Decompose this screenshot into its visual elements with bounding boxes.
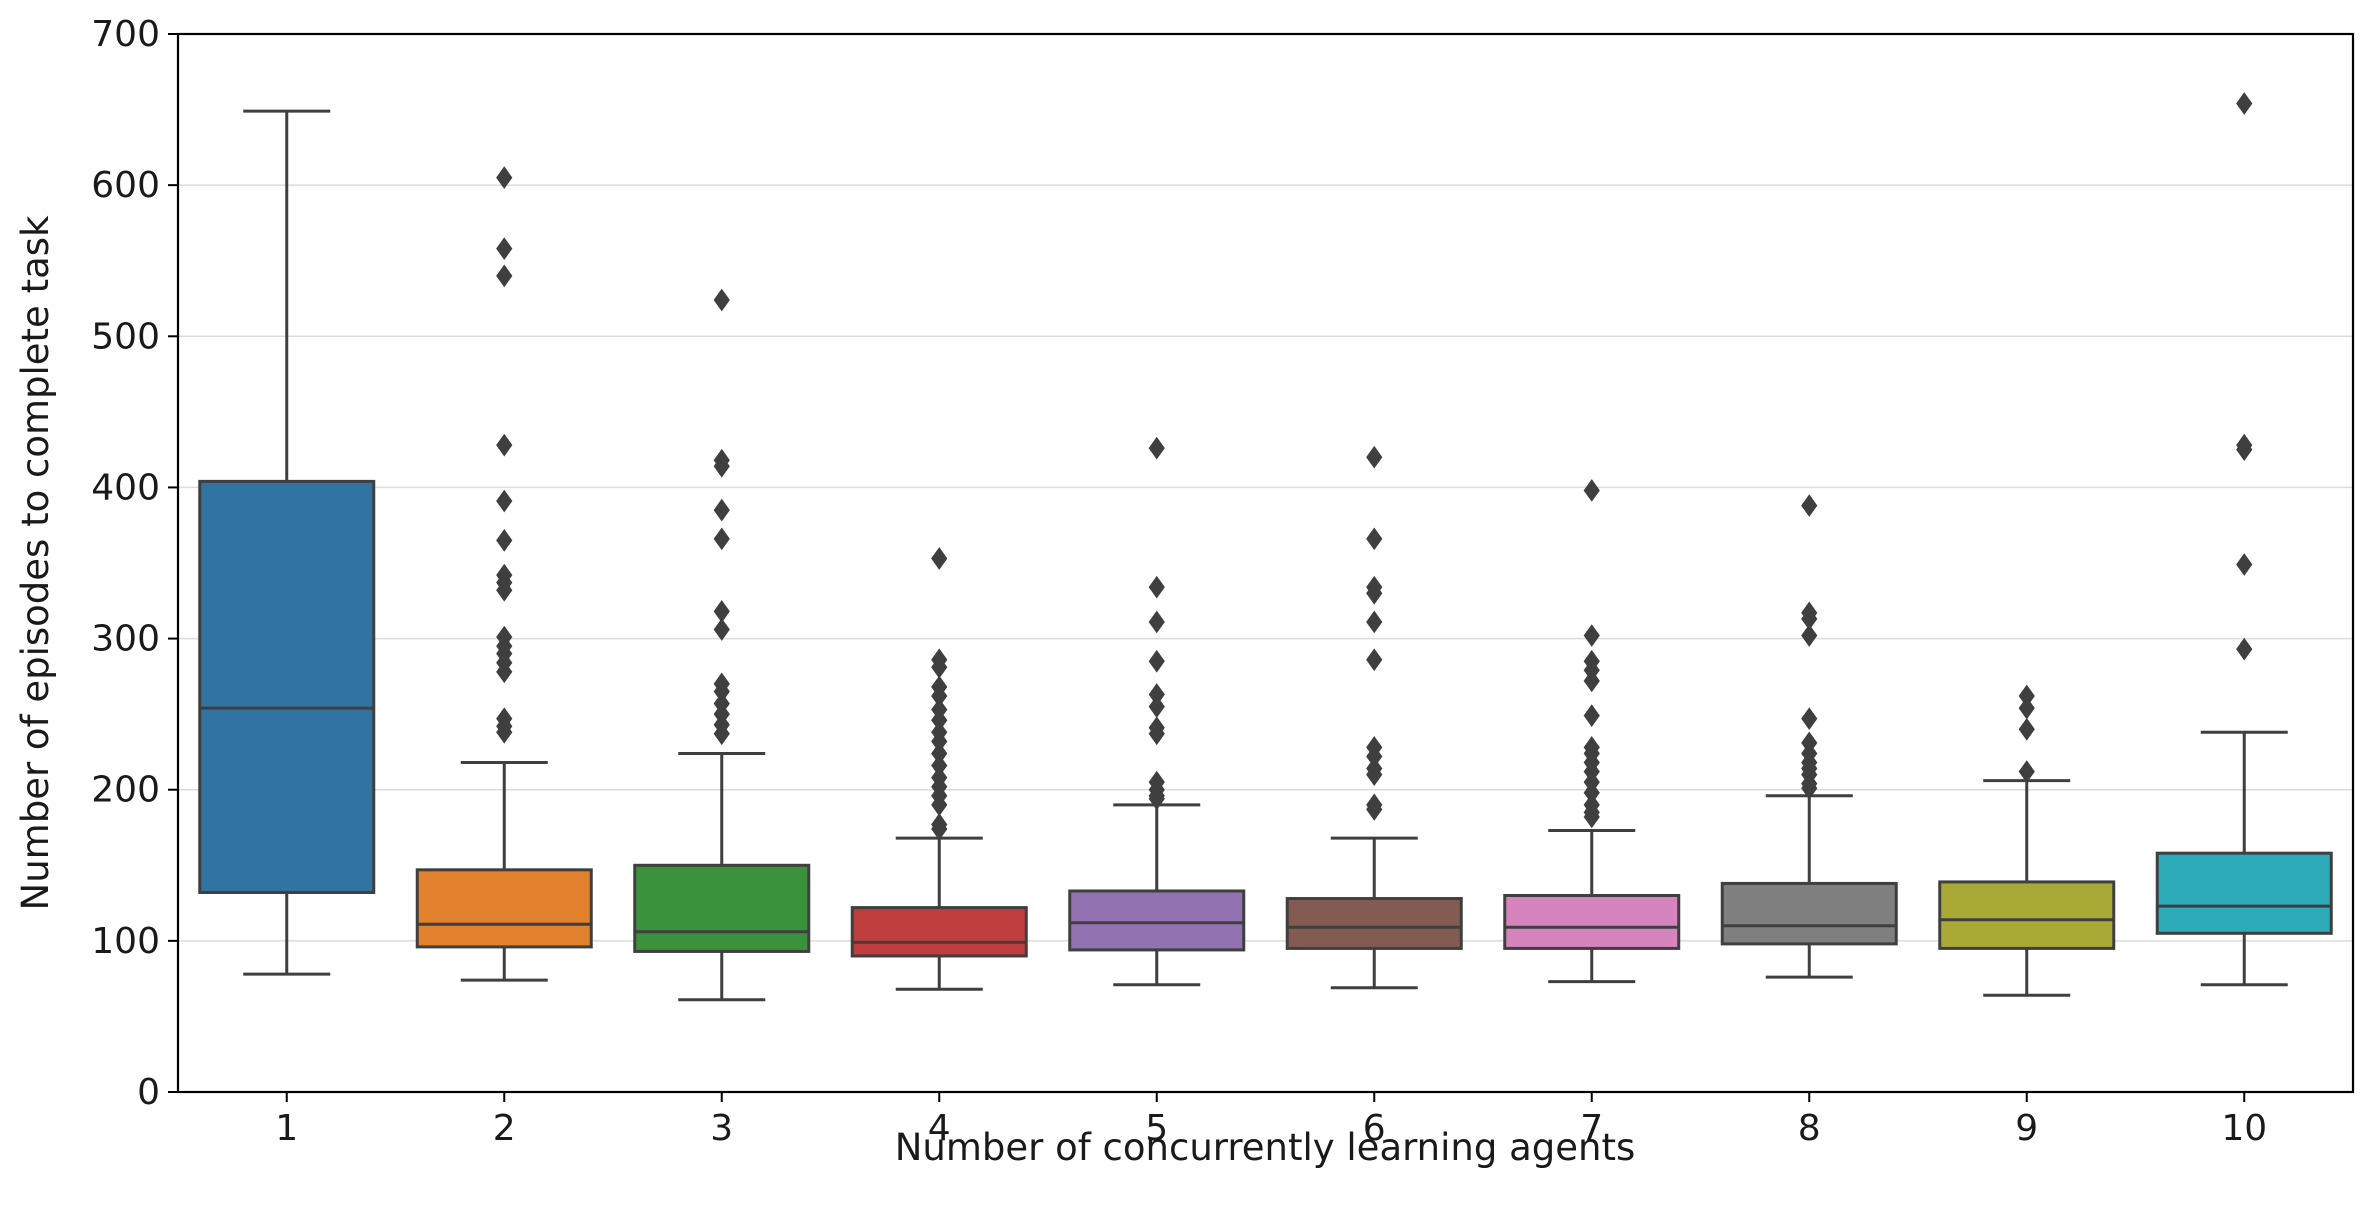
iqr-box xyxy=(1285,897,1463,950)
y-tick-label: 300 xyxy=(91,619,160,660)
outlier-point xyxy=(1801,624,1818,647)
outlier-point xyxy=(2236,92,2253,115)
iqr-box xyxy=(1068,889,1246,952)
outlier-point xyxy=(1366,527,1383,551)
y-tick-label: 600 xyxy=(91,165,160,206)
outlier-point xyxy=(2236,637,2253,661)
outlier-point xyxy=(496,433,513,457)
outlier-point xyxy=(2018,760,2035,783)
iqr-box xyxy=(2155,851,2333,935)
outlier-point xyxy=(713,498,730,522)
box-group xyxy=(633,288,811,1002)
x-tick-label: 5 xyxy=(1145,1108,1168,1149)
y-tick-label: 700 xyxy=(91,14,160,55)
outlier-point xyxy=(1148,695,1165,718)
outlier-point xyxy=(1366,445,1383,469)
x-tick-label: 9 xyxy=(2015,1108,2038,1149)
y-tick-label: 100 xyxy=(91,921,160,962)
x-tick-label: 3 xyxy=(710,1108,733,1149)
outlier-point xyxy=(1148,649,1165,673)
outlier-point xyxy=(1148,787,1165,811)
outlier-point xyxy=(1366,581,1383,605)
box-group xyxy=(850,547,1028,991)
outlier-point xyxy=(713,722,730,746)
outlier-point xyxy=(1148,610,1165,634)
outlier-point xyxy=(2236,438,2253,462)
box-group xyxy=(1720,494,1898,979)
outlier-point xyxy=(496,578,513,602)
outlier-point xyxy=(713,527,730,551)
x-axis-label: Number of concurrently learning agents xyxy=(895,1126,1636,1169)
box-group xyxy=(1503,479,1681,984)
outlier-point xyxy=(496,720,513,744)
y-tick-label: 200 xyxy=(91,770,160,811)
outlier-point xyxy=(1583,624,1600,647)
y-axis-label: Number of episodes to complete task xyxy=(14,215,57,910)
outlier-point xyxy=(1148,436,1165,460)
box-group xyxy=(1938,684,2116,997)
y-tick-label: 0 xyxy=(137,1072,160,1113)
x-tick-label: 4 xyxy=(928,1108,951,1149)
outlier-point xyxy=(496,489,513,513)
x-tick-label: 1 xyxy=(275,1108,298,1149)
x-tick-label: 10 xyxy=(2221,1108,2267,1149)
x-tick-label: 2 xyxy=(493,1108,516,1149)
y-tick-label: 400 xyxy=(91,467,160,508)
outlier-point xyxy=(1801,494,1818,517)
iqr-box xyxy=(1503,894,1681,950)
plot-frame xyxy=(176,32,2355,1094)
box-group xyxy=(1285,445,1463,990)
x-tick-label: 7 xyxy=(1580,1108,1603,1149)
outlier-point xyxy=(2018,717,2035,741)
outlier-point xyxy=(1583,669,1600,693)
outlier-point xyxy=(931,817,948,841)
outlier-point xyxy=(496,660,513,684)
axis-ticks: 0 100 200 300 400 500 600 700 1 2 3 4 5 6 7 8 9 10 xyxy=(91,14,2267,1149)
outlier-point xyxy=(1148,575,1165,599)
iqr-box xyxy=(198,479,376,894)
outlier-point xyxy=(1366,763,1383,786)
box-group xyxy=(2155,92,2333,987)
y-tick-label: 500 xyxy=(91,316,160,357)
box-group xyxy=(198,109,376,976)
outlier-point xyxy=(713,618,730,641)
outlier-point xyxy=(1583,704,1600,728)
outlier-point xyxy=(2018,696,2035,720)
outlier-point xyxy=(496,528,513,552)
box-group xyxy=(415,166,593,982)
outlier-point xyxy=(931,547,948,570)
outlier-point xyxy=(496,264,513,288)
outlier-point xyxy=(1801,707,1818,731)
outlier-point xyxy=(1366,798,1383,821)
outlier-point xyxy=(713,288,730,312)
iqr-box xyxy=(415,868,593,949)
box-series xyxy=(198,92,2333,1002)
iqr-box xyxy=(1720,881,1898,946)
outlier-point xyxy=(496,166,513,189)
outlier-point xyxy=(2236,553,2253,576)
outlier-point xyxy=(713,454,730,478)
box-group xyxy=(1068,436,1246,987)
x-tick-label: 8 xyxy=(1798,1108,1821,1149)
outlier-point xyxy=(1583,479,1600,502)
x-tick-label: 6 xyxy=(1363,1108,1386,1149)
iqr-box xyxy=(1938,880,2116,950)
outlier-point xyxy=(1583,805,1600,829)
outlier-point xyxy=(1366,648,1383,672)
outlier-point xyxy=(496,237,513,260)
outlier-point xyxy=(1366,610,1383,634)
outlier-point xyxy=(1148,722,1165,746)
outlier-point xyxy=(1801,776,1818,800)
iqr-box xyxy=(633,863,811,953)
iqr-box xyxy=(850,906,1028,958)
